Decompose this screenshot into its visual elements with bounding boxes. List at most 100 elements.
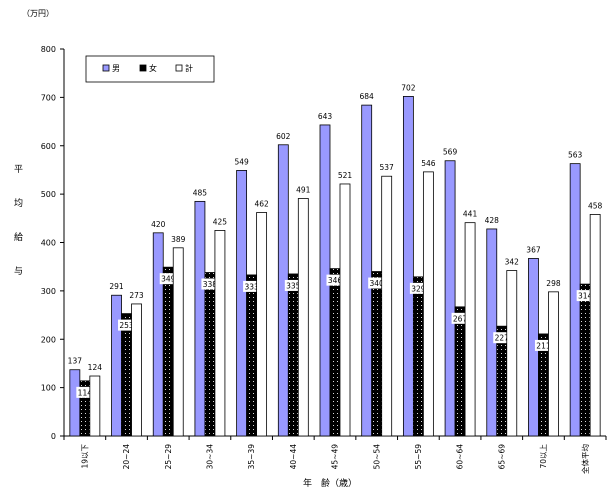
bar-total	[339, 183, 351, 437]
bar-total	[89, 375, 101, 437]
bar-male	[194, 200, 206, 437]
y-axis-title: 平均給与	[14, 164, 23, 277]
y-tick-label: 100	[41, 384, 56, 393]
x-tick-label: 35~39	[247, 444, 256, 470]
legend-label: 女	[149, 63, 157, 73]
bar-female	[329, 268, 341, 437]
data-label-bg	[159, 273, 177, 285]
data-label-bg	[493, 332, 511, 344]
data-label-total: 389	[171, 235, 186, 244]
bar-male	[361, 104, 373, 437]
y-axis-title-char: 均	[14, 197, 23, 209]
y-tick-label: 800	[41, 45, 56, 54]
bar-total	[131, 303, 142, 437]
bar-female	[371, 271, 383, 437]
data-label-bg	[201, 278, 219, 290]
data-label-female: 335	[286, 281, 301, 290]
data-label-male: 643	[318, 112, 333, 121]
data-label-female: 349	[161, 275, 176, 284]
legend-swatch	[175, 64, 183, 72]
x-tick-label: 65~69	[497, 444, 506, 470]
data-label-total: 462	[254, 200, 269, 209]
bar-female	[579, 283, 591, 437]
y-axis-title-char: 給	[14, 231, 23, 243]
data-label-male: 485	[193, 188, 208, 197]
x-tick-label: 40~44	[289, 444, 298, 470]
y-tick-label: 0	[51, 432, 56, 441]
bar-female	[162, 266, 174, 437]
data-label-male: 563	[568, 151, 583, 160]
data-label-total: 298	[546, 279, 561, 288]
y-axis-title-char: 平	[14, 164, 23, 175]
bar-male	[402, 96, 414, 437]
data-label-female: 227	[495, 334, 510, 343]
data-label-male: 367	[526, 245, 541, 254]
data-label-bg	[243, 280, 261, 292]
bar-female	[204, 272, 216, 437]
data-label-total: 273	[129, 291, 144, 300]
data-label-bg	[118, 319, 136, 331]
legend: 男女計	[85, 55, 215, 83]
data-label-female: 211	[536, 341, 551, 350]
y-tick-label: 400	[41, 239, 56, 248]
x-axis-title: 年 齢（歳）	[303, 477, 357, 489]
x-tick-label: 50~54	[372, 444, 381, 470]
bar-total	[297, 198, 309, 437]
y-axis-title-char: 与	[14, 266, 23, 277]
bar-total	[422, 171, 434, 437]
x-tick-label: 20~24	[122, 444, 131, 470]
data-label-female: 340	[370, 279, 385, 288]
bar-total	[214, 230, 226, 437]
data-label-total: 124	[88, 363, 103, 372]
data-label-male: 291	[109, 282, 124, 291]
bar-total	[589, 214, 601, 437]
data-label-bg	[76, 386, 94, 398]
data-label-total: 342	[505, 258, 520, 267]
y-tick-label: 600	[41, 142, 56, 151]
data-label-male: 702	[401, 83, 416, 92]
data-label-total: 546	[421, 159, 436, 168]
data-label-total: 491	[296, 185, 311, 194]
y-tick-label: 500	[41, 190, 56, 199]
bar-total	[256, 212, 268, 437]
x-tick-label: 25~29	[164, 444, 173, 470]
data-label-total: 458	[588, 201, 603, 210]
bar-female	[287, 273, 299, 437]
data-label-total: 537	[380, 163, 395, 172]
data-label-bg	[284, 279, 302, 291]
data-label-male: 428	[485, 216, 500, 225]
legend-label: 男	[112, 64, 120, 73]
data-label-bg	[576, 290, 594, 302]
data-label-male: 549	[234, 157, 249, 166]
data-label-female: 114	[78, 388, 93, 397]
data-label-male: 569	[443, 148, 458, 157]
data-label-female: 253	[119, 321, 134, 330]
bar-male	[236, 170, 248, 437]
data-label-female: 329	[411, 284, 426, 293]
y-tick-label: 200	[41, 335, 56, 344]
bar-female	[454, 306, 466, 437]
y-tick-label: 700	[41, 93, 56, 102]
y-tick-label: 300	[41, 287, 56, 296]
x-tick-label: 55~59	[414, 444, 423, 470]
bar-male	[69, 369, 81, 437]
bar-total	[464, 222, 476, 437]
y-unit-label: （万円）	[22, 9, 54, 18]
data-label-total: 441	[463, 210, 478, 219]
data-label-bg	[451, 312, 469, 324]
bar-female	[121, 313, 132, 437]
x-tick-label: 60~64	[456, 444, 465, 470]
data-label-bg	[326, 274, 344, 286]
plot-area: 0 100 200 300 400 500 600 700 800 137 114 124 19以下 29…	[41, 45, 607, 474]
data-label-bg	[534, 339, 552, 351]
x-tick-label: 70以上	[539, 444, 548, 469]
legend-label: 計	[185, 63, 193, 73]
bar-total	[381, 175, 393, 437]
x-tick-label: 全体平均	[580, 444, 590, 474]
legend-swatch	[102, 64, 110, 72]
bar-female	[412, 276, 424, 437]
legend-swatch	[139, 64, 147, 72]
data-label-female: 314	[578, 292, 593, 301]
bar-male	[444, 160, 456, 437]
